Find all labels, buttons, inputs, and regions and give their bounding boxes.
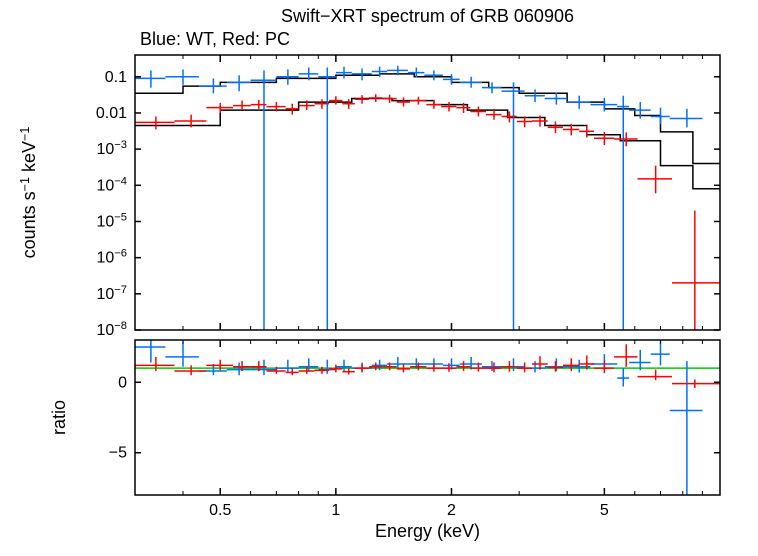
chart-container: 10−8 10−7 10−6 10−5 10−4 10−3 0.01 0.1 −5 0 0.5 1 2 5… xyxy=(0,0,758,556)
chart-title: Swift−XRT spectrum of GRB 060906 xyxy=(281,6,574,26)
svg-text:10−5: 10−5 xyxy=(96,211,127,230)
svg-text:10−8: 10−8 xyxy=(96,320,127,339)
svg-text:0: 0 xyxy=(118,374,127,391)
x-axis-label: Energy (keV) xyxy=(375,521,480,541)
svg-text:−5: −5 xyxy=(109,445,127,462)
svg-text:10−3: 10−3 xyxy=(96,139,127,158)
chart-subtitle: Blue: WT, Red: PC xyxy=(140,29,290,49)
svg-text:0.01: 0.01 xyxy=(96,105,127,122)
svg-text:2: 2 xyxy=(447,502,456,519)
spectrum-chart: 10−8 10−7 10−6 10−5 10−4 10−3 0.01 0.1 −5 0 0.5 1 2 5… xyxy=(0,0,758,556)
svg-text:10−4: 10−4 xyxy=(96,175,127,194)
svg-text:0.5: 0.5 xyxy=(209,502,231,519)
svg-text:10−7: 10−7 xyxy=(96,284,127,303)
y-axis-label-bottom: ratio xyxy=(49,400,69,435)
svg-text:10−6: 10−6 xyxy=(96,248,127,267)
y-axis-label-top: counts s−1 keV−1 xyxy=(18,127,39,259)
svg-text:0.1: 0.1 xyxy=(105,69,127,86)
svg-text:5: 5 xyxy=(600,502,609,519)
svg-text:1: 1 xyxy=(331,502,340,519)
